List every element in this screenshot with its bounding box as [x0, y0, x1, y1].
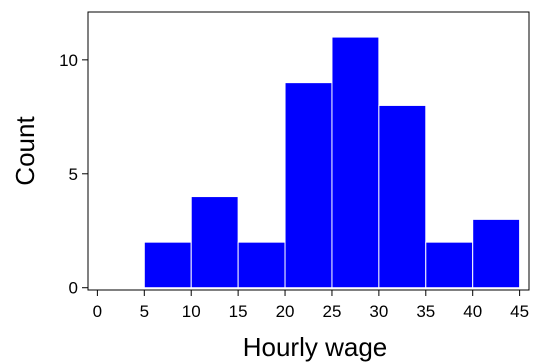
y-tick-label-5: 5: [69, 165, 78, 184]
bar-5-10: [143, 241, 192, 289]
y-tick-label-10: 10: [59, 51, 78, 70]
bar-30-35: [378, 104, 427, 289]
x-tick-label-20: 20: [276, 302, 295, 321]
x-tick-label-5: 5: [140, 302, 149, 321]
x-tick-label-35: 35: [416, 302, 435, 321]
x-tick-label-40: 40: [463, 302, 482, 321]
x-axis: 0 5 10 15 20 25 30 35 40 45: [93, 290, 529, 321]
x-tick-label-30: 30: [369, 302, 388, 321]
bar-20-25: [284, 82, 333, 289]
x-tick-label-25: 25: [322, 302, 341, 321]
bars-group: [143, 36, 521, 289]
x-tick-label-45: 45: [510, 302, 529, 321]
x-tick-label-10: 10: [182, 302, 201, 321]
bar-25-30: [331, 36, 380, 289]
bar-15-20: [237, 241, 286, 289]
bar-35-40: [425, 241, 474, 289]
x-tick-label-15: 15: [229, 302, 248, 321]
bar-10-15: [190, 196, 239, 289]
x-tick-label-0: 0: [93, 302, 102, 321]
y-axis-title: Count: [10, 116, 40, 186]
plot-frame: [87, 11, 530, 291]
y-axis: 0 5 10: [59, 51, 88, 298]
y-tick-label-0: 0: [69, 279, 78, 298]
bar-40-45: [472, 218, 521, 289]
x-axis-title: Hourly wage: [243, 332, 388, 362]
